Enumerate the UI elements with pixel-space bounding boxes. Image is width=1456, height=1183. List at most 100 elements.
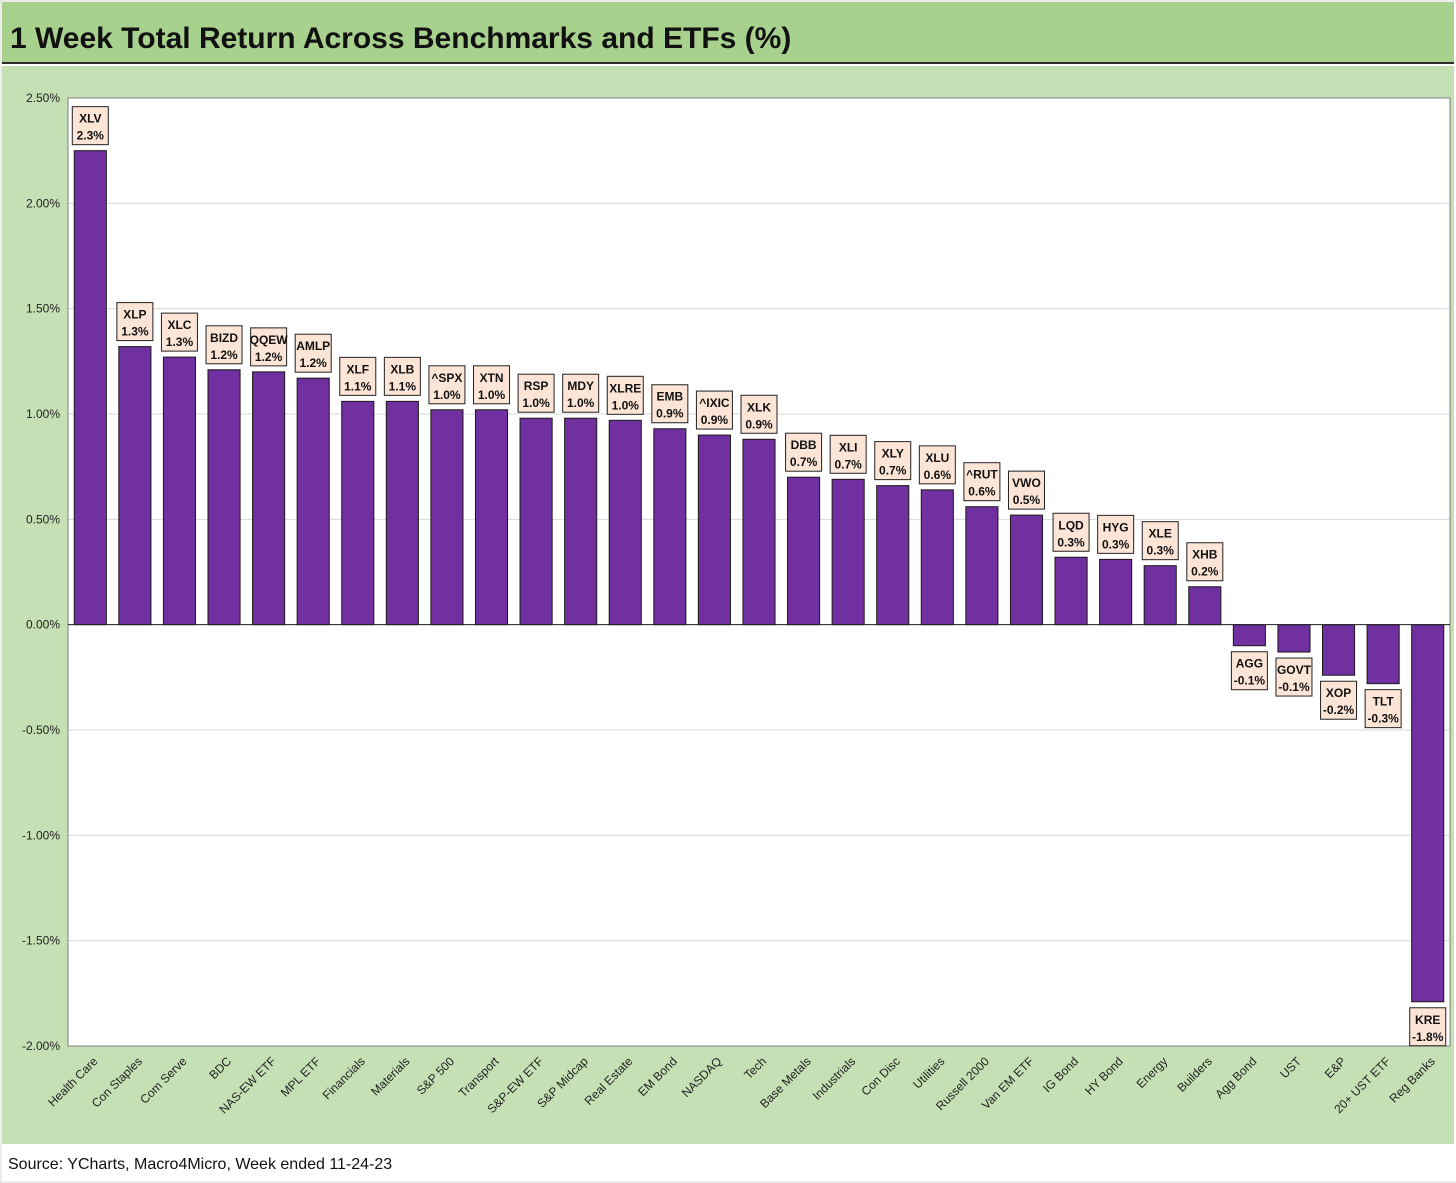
x-tick-label: BDC — [206, 1054, 234, 1082]
data-label-ticker: XLI — [839, 440, 858, 454]
data-label: XLV 2.3% — [71, 106, 109, 146]
data-label-ticker: LQD — [1058, 518, 1084, 532]
bar — [831, 478, 865, 626]
x-tick-label: Reg Banks — [1386, 1054, 1437, 1105]
data-label: QQEW 1.2% — [250, 327, 288, 367]
data-label: XLK 0.9% — [740, 394, 778, 434]
y-axis-tick-labels: 2.50% 2.00% 1.50% 1.00% 0.50% 0.00% -0.50% -1.0… — [22, 91, 60, 1053]
data-label-box — [1230, 651, 1268, 691]
x-tick-label: Tech — [741, 1054, 769, 1082]
data-label-value: 0.9% — [701, 413, 729, 427]
data-label-value: 0.5% — [1013, 493, 1041, 507]
bar — [787, 476, 821, 626]
data-label: DBB 0.7% — [785, 432, 823, 472]
data-label-ticker: RSP — [524, 379, 549, 393]
data-label-ticker: ^SPX — [431, 371, 462, 385]
data-label-box — [1186, 542, 1224, 582]
bar — [608, 419, 642, 626]
bar-chart[interactable]: 2.50% 2.00% 1.50% 1.00% 0.50% 0.00% -0.50% -1.0… — [2, 66, 1454, 1144]
data-label-value: 1.0% — [522, 396, 550, 410]
data-label-ticker: KRE — [1415, 1013, 1440, 1027]
data-label: ^SPX 1.0% — [428, 365, 466, 405]
data-label: RSP 1.0% — [517, 373, 555, 413]
data-label-ticker: MDY — [567, 379, 594, 393]
data-label-box — [1320, 680, 1358, 720]
data-label-box — [428, 365, 466, 405]
data-label-ticker: XHB — [1192, 548, 1218, 562]
data-label-value: 1.3% — [166, 335, 194, 349]
data-label-value: -0.2% — [1323, 703, 1355, 717]
data-label-value: 1.2% — [210, 348, 238, 362]
data-label: ^IXIC 0.9% — [695, 390, 733, 430]
data-label-box — [294, 333, 332, 373]
data-label-ticker: XOP — [1326, 686, 1351, 700]
data-label-box — [71, 106, 109, 146]
data-label-value: 1.0% — [567, 396, 595, 410]
y-tick-label: 0.00% — [26, 618, 60, 632]
data-label-box — [695, 390, 733, 430]
data-label: VWO 0.5% — [1007, 470, 1045, 510]
x-tick-label: Utilities — [910, 1054, 947, 1091]
data-label-box — [1097, 514, 1135, 554]
bar — [1277, 624, 1311, 653]
bar — [965, 506, 999, 626]
x-tick-label: Materials — [368, 1054, 412, 1098]
bar — [920, 489, 954, 626]
y-tick-label: 2.50% — [26, 91, 60, 105]
bar — [1232, 624, 1266, 647]
y-tick-label: 1.50% — [26, 302, 60, 316]
data-label-ticker: XLE — [1149, 527, 1172, 541]
data-label-ticker: AMLP — [296, 339, 330, 353]
data-label-value: 2.3% — [77, 129, 105, 143]
data-label: EMB 0.9% — [651, 384, 689, 424]
data-label-value: 0.2% — [1191, 565, 1219, 579]
data-label-box — [339, 356, 377, 396]
x-tick-label: HY Bond — [1082, 1054, 1126, 1098]
data-label: XLU 0.6% — [918, 445, 956, 485]
data-label-value: 1.1% — [344, 379, 372, 393]
data-label-box — [1007, 470, 1045, 510]
bar — [1411, 624, 1445, 1003]
data-label: XHB 0.2% — [1186, 542, 1224, 582]
x-tick-label: Industrials — [810, 1054, 859, 1103]
data-label-ticker: ^RUT — [966, 468, 998, 482]
y-tick-label: 2.00% — [26, 196, 60, 210]
data-label-value: -0.1% — [1234, 674, 1266, 688]
data-label-ticker: BIZD — [210, 331, 238, 345]
data-label: XLF 1.1% — [339, 356, 377, 396]
x-tick-label: EM Bond — [635, 1054, 680, 1099]
bar — [73, 150, 107, 626]
x-tick-label: Financials — [320, 1054, 368, 1102]
y-tick-label: -0.50% — [22, 723, 60, 737]
data-label: ^RUT 0.6% — [963, 462, 1001, 502]
data-label-ticker: XLRE — [609, 381, 641, 395]
data-label-box — [250, 327, 288, 367]
data-label-ticker: XLP — [123, 308, 146, 322]
data-label-value: 1.2% — [255, 350, 283, 364]
bar — [207, 369, 241, 626]
data-label-value: 1.2% — [300, 356, 328, 370]
y-tick-label: -2.00% — [22, 1039, 60, 1053]
data-label-value: 0.7% — [790, 455, 818, 469]
bar — [1099, 558, 1133, 626]
x-tick-label: Com Serve — [137, 1054, 190, 1107]
data-label-ticker: ^IXIC — [699, 396, 730, 410]
data-label-ticker: XLF — [346, 362, 369, 376]
data-label: XLY 0.7% — [874, 441, 912, 481]
plot-border — [67, 97, 1451, 1047]
data-label-box — [473, 365, 511, 405]
data-label-value: 0.9% — [656, 407, 684, 421]
data-label: XLE 0.3% — [1141, 521, 1179, 561]
data-label-ticker: XLC — [167, 318, 191, 332]
x-tick-label: IG Bond — [1040, 1054, 1081, 1095]
data-label-value: 0.7% — [834, 457, 862, 471]
data-label-box — [116, 302, 154, 342]
data-label-value: 1.0% — [612, 398, 640, 412]
data-label: XLC 1.3% — [160, 312, 198, 352]
chart-area[interactable]: 2.50% 2.00% 1.50% 1.00% 0.50% 0.00% -0.50% -1.0… — [2, 66, 1454, 1144]
data-label-ticker: VWO — [1012, 476, 1041, 490]
data-label-box — [562, 373, 600, 413]
data-label-value: -0.1% — [1278, 680, 1310, 694]
